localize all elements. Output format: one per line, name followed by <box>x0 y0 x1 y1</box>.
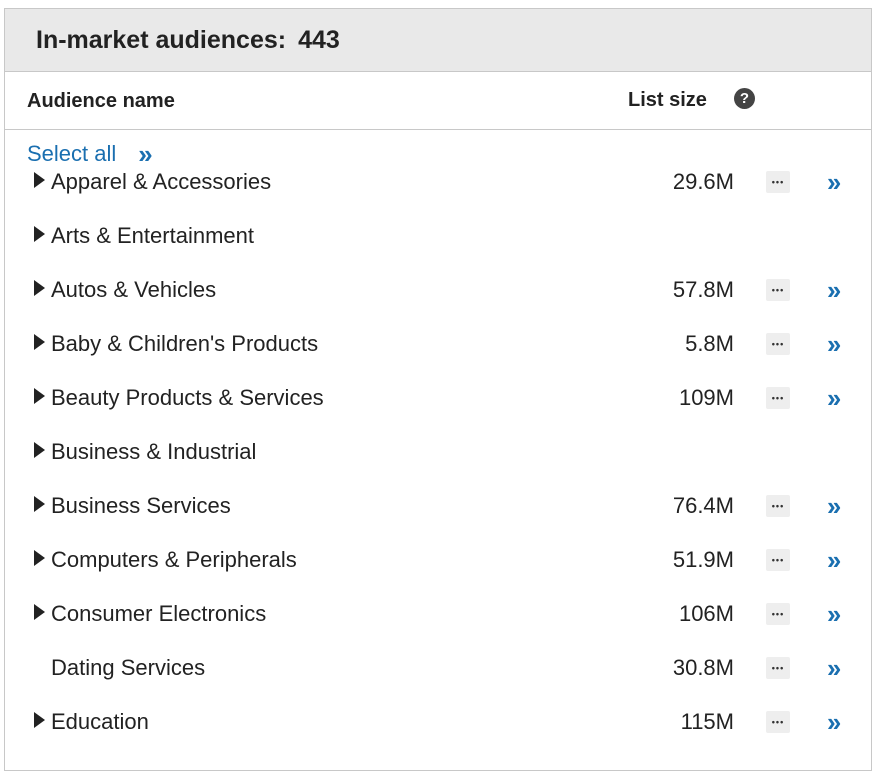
more-options-button[interactable]: ••• <box>766 603 790 625</box>
audience-list: Apparel & Accessories 29.6M ••• ›› Arts & En… <box>5 161 871 747</box>
audience-name[interactable]: Baby & Children's Products <box>51 331 319 356</box>
audience-row: Business Services 76.4M ••• ›› <box>5 477 871 531</box>
panel-header: In-market audiences: 443 <box>5 9 871 72</box>
audience-name[interactable]: Consumer Electronics <box>51 601 267 626</box>
audience-name[interactable]: Business & Industrial <box>51 439 257 464</box>
double-chevron-right-icon: ›› <box>827 707 841 737</box>
list-size-value: 76.4M <box>672 493 734 518</box>
list-size-value: 57.8M <box>672 277 734 302</box>
audience-name[interactable]: Education <box>51 709 149 734</box>
ellipsis-icon: ••• <box>771 392 785 403</box>
expand-caret-icon[interactable] <box>34 334 45 350</box>
column-header-row: Audience name List size ? <box>5 72 871 130</box>
ellipsis-icon: ••• <box>771 284 785 295</box>
list-size-value: 106M <box>678 601 734 626</box>
ellipsis-icon: ••• <box>771 554 785 565</box>
audience-name[interactable]: Apparel & Accessories <box>51 169 272 194</box>
more-options-button[interactable]: ••• <box>766 171 790 193</box>
double-chevron-right-icon: ›› <box>827 545 841 575</box>
list-size-value: 5.8M <box>685 331 734 356</box>
list-size-value: 29.6M <box>672 169 734 194</box>
expand-caret-icon[interactable] <box>34 280 45 296</box>
add-audience-button[interactable]: ›› <box>827 653 841 683</box>
add-audience-button[interactable]: ›› <box>827 599 841 629</box>
expand-caret-icon[interactable] <box>34 496 45 512</box>
ellipsis-icon: ••• <box>771 716 785 727</box>
double-chevron-right-icon: ›› <box>827 491 841 521</box>
audience-name[interactable]: Business Services <box>51 493 231 518</box>
audience-name[interactable]: Computers & Peripherals <box>51 547 297 572</box>
list-size-value: 109M <box>678 385 734 410</box>
ellipsis-icon: ••• <box>771 662 785 673</box>
expand-caret-icon[interactable] <box>34 550 45 566</box>
question-circle-icon[interactable]: ? <box>734 88 755 109</box>
expand-caret-icon[interactable] <box>34 172 45 188</box>
add-audience-button[interactable]: ›› <box>827 545 841 575</box>
expand-caret-icon[interactable] <box>34 442 45 458</box>
ellipsis-icon: ••• <box>771 608 785 619</box>
audience-row: Beauty Products & Services 109M ••• ›› <box>5 369 871 423</box>
more-options-button[interactable]: ••• <box>766 657 790 679</box>
double-chevron-right-icon: ›› <box>827 167 841 197</box>
double-chevron-right-icon: ›› <box>827 275 841 305</box>
more-options-button[interactable]: ••• <box>766 279 790 301</box>
more-options-button[interactable]: ••• <box>766 333 790 355</box>
list-size-column-header: List size <box>628 89 707 111</box>
audience-name[interactable]: Beauty Products & Services <box>51 385 324 410</box>
panel-title: In-market audiences: <box>36 25 287 54</box>
more-options-button[interactable]: ••• <box>766 549 790 571</box>
add-audience-button[interactable]: ›› <box>827 167 841 197</box>
expand-caret-icon[interactable] <box>34 604 45 620</box>
audience-row: Consumer Electronics 106M ••• ›› <box>5 585 871 639</box>
audience-row: Education 115M ••• ›› <box>5 693 871 747</box>
list-size-value: 115M <box>680 709 734 734</box>
audience-row: Dating Services 30.8M ••• ›› <box>5 639 871 693</box>
ellipsis-icon: ••• <box>771 338 785 349</box>
select-all-button[interactable]: Select all ›› <box>27 139 153 169</box>
double-chevron-right-icon: ›› <box>827 329 841 359</box>
list-size-value: 30.8M <box>672 655 734 680</box>
audience-name[interactable]: Arts & Entertainment <box>51 223 254 248</box>
audience-row: Business & Industrial <box>5 423 871 477</box>
more-options-button[interactable]: ••• <box>766 387 790 409</box>
double-chevron-right-icon[interactable]: ›› <box>138 139 152 169</box>
audience-name-column-header: Audience name <box>27 90 175 112</box>
more-options-button[interactable]: ••• <box>766 495 790 517</box>
list-size-value: 51.9M <box>672 547 734 572</box>
in-market-audiences-panel: In-market audiences: 443 Audience name L… <box>4 8 872 771</box>
double-chevron-right-icon: ›› <box>827 383 841 413</box>
expand-caret-icon[interactable] <box>34 226 45 242</box>
audience-count: 443 <box>298 25 340 54</box>
double-chevron-right-icon: ›› <box>827 653 841 683</box>
add-audience-button[interactable]: ›› <box>827 707 841 737</box>
audience-name[interactable]: Autos & Vehicles <box>51 277 217 302</box>
audience-name: Dating Services <box>51 655 206 680</box>
expand-caret-icon[interactable] <box>34 388 45 404</box>
ellipsis-icon: ••• <box>771 500 785 511</box>
add-audience-button[interactable]: ›› <box>827 275 841 305</box>
add-audience-button[interactable]: ›› <box>827 383 841 413</box>
audience-row: Apparel & Accessories 29.6M ••• ›› <box>5 153 871 207</box>
add-audience-button[interactable]: ›› <box>827 491 841 521</box>
add-audience-button[interactable]: ›› <box>827 329 841 359</box>
audience-row: Autos & Vehicles 57.8M ••• ›› <box>5 261 871 315</box>
audience-row: Arts & Entertainment <box>5 207 871 261</box>
ellipsis-icon: ••• <box>771 176 785 187</box>
audience-row: Baby & Children's Products 5.8M ••• ›› <box>5 315 871 369</box>
double-chevron-right-icon: ›› <box>827 599 841 629</box>
select-all-label[interactable]: Select all <box>27 141 117 166</box>
audience-row: Computers & Peripherals 51.9M ••• ›› <box>5 531 871 585</box>
expand-caret-icon[interactable] <box>34 712 45 728</box>
more-options-button[interactable]: ••• <box>766 711 790 733</box>
